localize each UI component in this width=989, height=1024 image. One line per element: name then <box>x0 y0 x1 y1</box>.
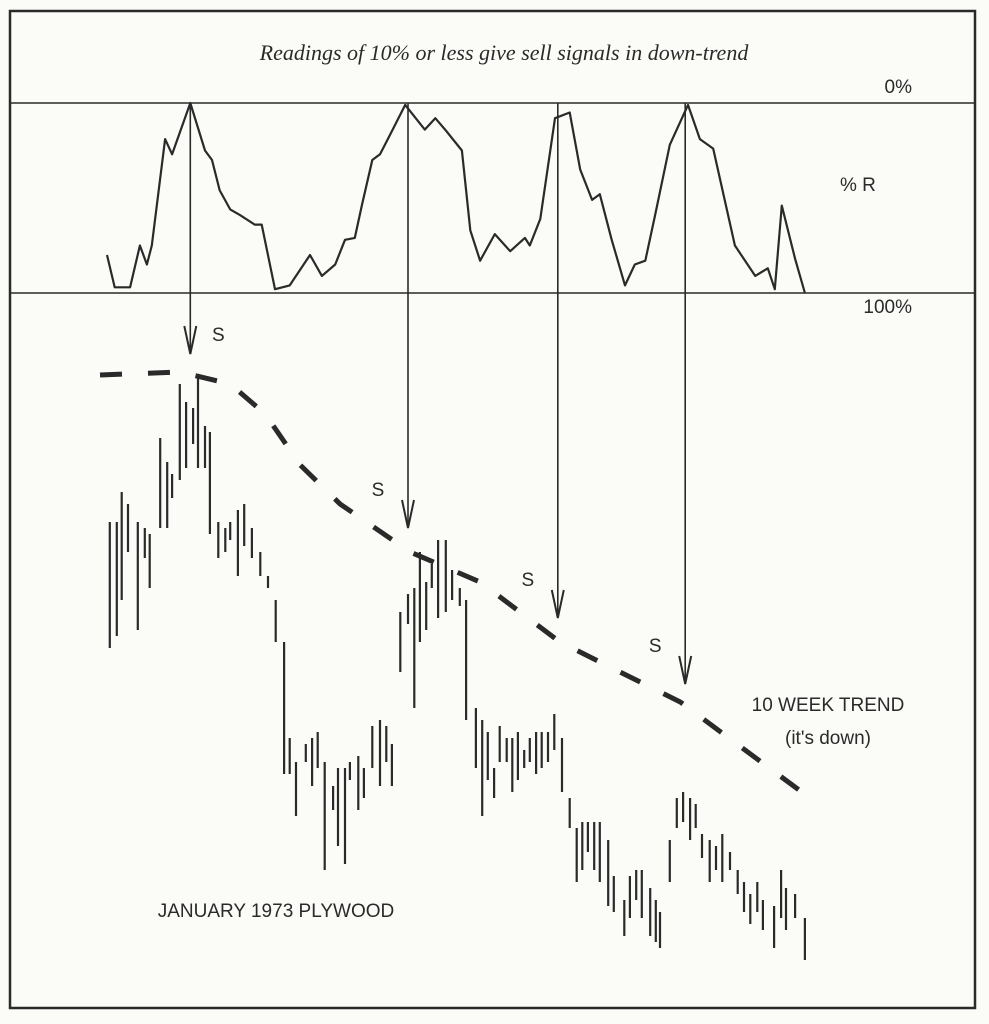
arrow-head <box>401 499 415 529</box>
chart-caption: JANUARY 1973 PLYWOOD <box>158 901 395 922</box>
arrow-head <box>550 589 565 619</box>
y-tick-label: 100% <box>863 297 912 318</box>
signal-label: S <box>521 570 534 591</box>
panel-label: % R <box>840 175 876 196</box>
arrow-head <box>678 655 693 685</box>
trend-label: 10 WEEK TREND <box>752 695 905 716</box>
signal-label: S <box>649 636 662 657</box>
frame <box>8 9 977 1010</box>
r-line <box>105 101 806 294</box>
signal-label: S <box>212 325 225 346</box>
chart-title: Readings of 10% or less give sell signal… <box>259 40 750 65</box>
arrow-head <box>183 325 198 355</box>
y-tick-label: 0% <box>885 77 913 98</box>
signal-label: S <box>372 480 385 501</box>
trend-line <box>99 369 812 801</box>
trend-note: (it's down) <box>785 728 871 749</box>
